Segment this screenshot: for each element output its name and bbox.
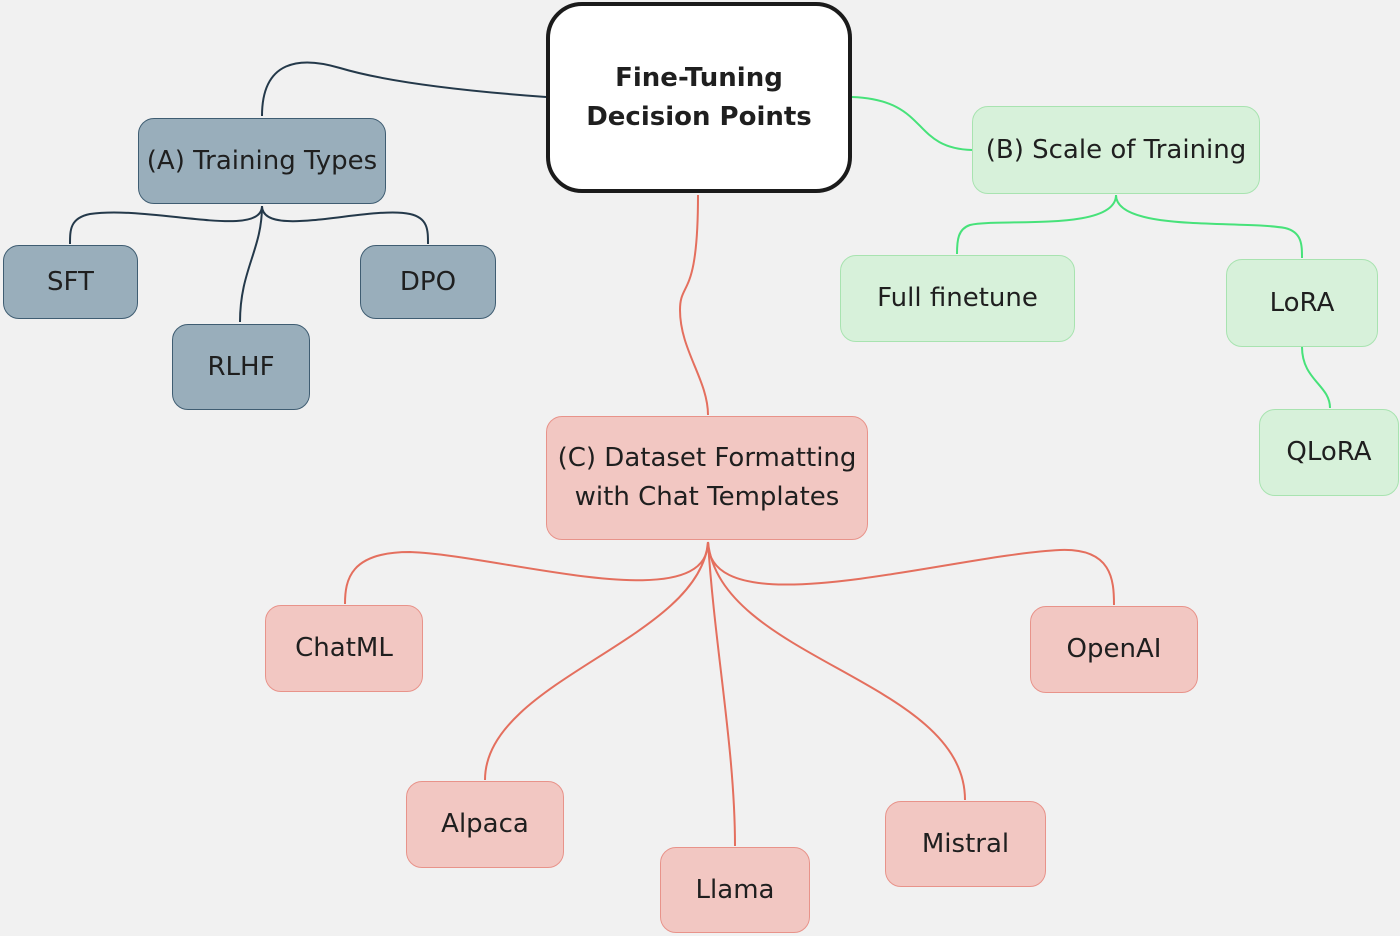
edge-dataset-mistral	[707, 541, 966, 801]
qlora-label: QLoRA	[1286, 437, 1372, 467]
full-finetune-label: Full finetune	[877, 283, 1038, 313]
edge-dataset-llama	[707, 541, 736, 847]
edge-dataset-openai	[707, 541, 1115, 606]
llama-label: Llama	[695, 874, 775, 905]
mistral-node[interactable]: Mistral	[885, 801, 1046, 887]
edge-scale-full-finetune	[956, 194, 1117, 255]
root-node[interactable]: Fine-Tuning Decision Points	[546, 2, 852, 193]
dpo-node[interactable]: DPO	[360, 245, 496, 319]
chatml-label: ChatML	[295, 633, 393, 663]
edge-scale-lora	[1115, 194, 1303, 259]
training-types-node[interactable]: (A) Training Types	[138, 118, 386, 204]
rlhf-node[interactable]: RLHF	[172, 324, 310, 410]
qlora-node[interactable]: QLoRA	[1259, 409, 1399, 496]
edge-lora-qlora	[1301, 346, 1331, 409]
openai-label: OpenAI	[1066, 634, 1162, 664]
edge-training-types-rlhf	[239, 205, 263, 323]
edge-dataset-alpaca	[484, 541, 709, 781]
lora-node[interactable]: LoRA	[1226, 259, 1378, 347]
dpo-label: DPO	[399, 266, 457, 297]
scale-of-training-label: (B) Scale of Training	[985, 134, 1247, 165]
sft-label: SFT	[47, 266, 94, 297]
edge-training-types-sft	[69, 205, 263, 245]
edge-training-types-dpo	[261, 205, 429, 245]
sft-node[interactable]: SFT	[3, 245, 138, 319]
alpaca-label: Alpaca	[441, 809, 529, 839]
dataset-formatting-node[interactable]: (C) Dataset Formatting with Chat Templat…	[546, 416, 868, 540]
edge-root-dataset	[678, 194, 709, 416]
training-types-label: (A) Training Types	[146, 145, 378, 176]
llama-node[interactable]: Llama	[660, 847, 810, 933]
lora-label: LoRA	[1269, 287, 1335, 318]
full-finetune-node[interactable]: Full finetune	[840, 255, 1075, 342]
openai-node[interactable]: OpenAI	[1030, 606, 1198, 693]
root-label: Fine-Tuning Decision Points	[586, 62, 812, 132]
alpaca-node[interactable]: Alpaca	[406, 781, 564, 868]
rlhf-label: RLHF	[207, 351, 275, 382]
chatml-node[interactable]: ChatML	[265, 605, 423, 692]
scale-of-training-node[interactable]: (B) Scale of Training	[972, 106, 1260, 194]
edge-root-training-types	[261, 61, 547, 117]
mistral-label: Mistral	[921, 828, 1010, 859]
dataset-formatting-label: (C) Dataset Formatting with Chat Templat…	[557, 443, 857, 512]
edge-root-scale	[851, 96, 973, 151]
edge-dataset-chatml	[344, 541, 709, 605]
